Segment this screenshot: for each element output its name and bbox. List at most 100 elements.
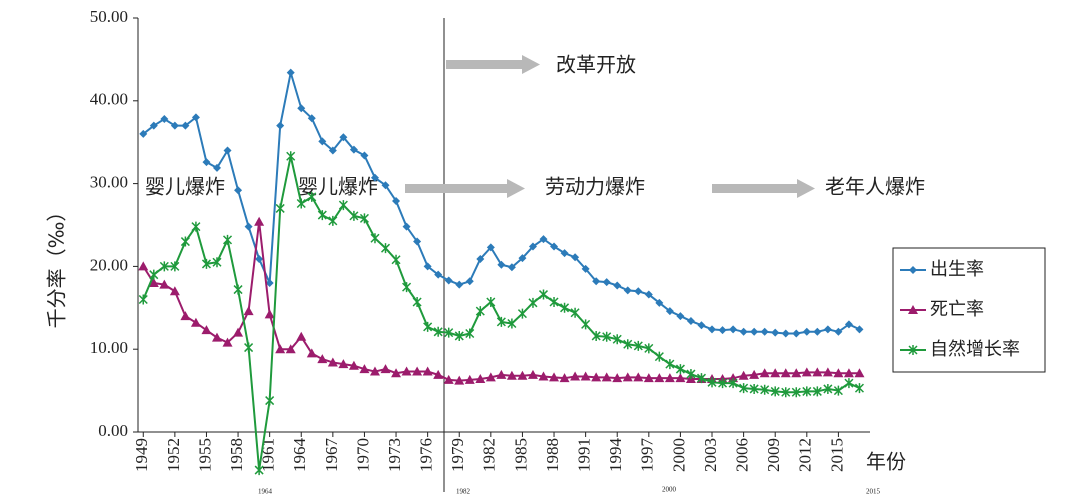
point	[412, 366, 423, 376]
point	[844, 320, 853, 329]
point	[212, 257, 222, 268]
point	[180, 236, 190, 247]
point	[391, 254, 401, 265]
point	[465, 328, 475, 339]
point	[486, 297, 496, 308]
point	[791, 368, 802, 378]
point	[496, 316, 506, 327]
point	[844, 378, 854, 389]
point	[170, 261, 180, 272]
point	[476, 254, 485, 263]
x-tick-label: 1979	[448, 438, 467, 472]
legend-label: 死亡率	[930, 299, 984, 320]
x-tick-label: 1964	[290, 438, 309, 473]
point	[255, 254, 264, 263]
point	[422, 366, 433, 376]
x-tick-label: 1997	[638, 438, 657, 473]
point	[506, 370, 517, 380]
point	[813, 327, 822, 336]
point	[296, 331, 307, 341]
point	[318, 137, 327, 146]
point	[244, 342, 254, 353]
point	[759, 368, 770, 378]
legend-label: 出生率	[930, 259, 984, 280]
point	[349, 145, 358, 154]
x-tick-label: 1982	[480, 438, 499, 472]
point	[402, 282, 412, 293]
arrows	[405, 55, 815, 198]
small-label: 1964	[258, 488, 273, 496]
point	[571, 253, 580, 262]
point	[496, 369, 507, 379]
point	[328, 146, 337, 155]
point	[413, 237, 422, 246]
point	[317, 354, 328, 364]
point	[770, 386, 780, 397]
point	[285, 344, 296, 354]
point	[675, 373, 686, 383]
point	[802, 386, 812, 397]
point	[391, 368, 402, 378]
point	[160, 115, 169, 124]
legend-marker	[908, 305, 918, 314]
point	[381, 181, 390, 190]
point	[781, 387, 791, 398]
point	[392, 196, 401, 205]
point	[592, 277, 601, 286]
point	[297, 104, 306, 113]
x-tick-label: 1970	[353, 438, 372, 472]
point	[780, 368, 791, 378]
legend-marker	[908, 345, 918, 355]
x-tick-label: 1991	[575, 438, 594, 472]
point	[833, 368, 844, 378]
point	[222, 337, 233, 347]
point	[433, 326, 443, 337]
point	[191, 113, 200, 122]
point	[202, 158, 211, 167]
point	[854, 383, 864, 394]
point	[823, 383, 833, 394]
point	[750, 327, 759, 336]
point	[697, 321, 706, 330]
point	[581, 264, 590, 273]
point	[644, 290, 653, 299]
point	[601, 372, 612, 382]
point	[296, 198, 306, 209]
point	[822, 367, 833, 377]
point	[233, 284, 243, 295]
point	[823, 325, 832, 334]
point	[507, 263, 516, 272]
point	[380, 243, 391, 254]
x-tick-label: 2006	[733, 438, 752, 472]
point	[855, 325, 864, 334]
point	[613, 281, 622, 290]
point	[159, 261, 169, 272]
point	[222, 234, 233, 245]
point	[265, 278, 274, 287]
point	[190, 317, 201, 327]
point	[549, 372, 560, 382]
point	[643, 373, 654, 383]
point	[644, 343, 654, 354]
y-tick-label: 10.00	[90, 338, 128, 357]
point	[602, 278, 611, 287]
point	[149, 121, 158, 130]
point	[201, 258, 211, 269]
y-tick-label: 30.00	[90, 173, 128, 192]
point	[181, 121, 190, 130]
point	[286, 151, 296, 162]
point	[444, 327, 454, 338]
point	[622, 372, 633, 382]
point	[528, 297, 538, 308]
point	[423, 262, 432, 271]
point	[412, 297, 422, 308]
point	[686, 369, 696, 380]
point	[665, 359, 675, 370]
point	[549, 297, 559, 308]
point	[602, 331, 612, 342]
point	[833, 385, 843, 396]
point	[486, 243, 495, 252]
point	[369, 366, 380, 376]
x-tick-label: 1994	[606, 438, 625, 473]
